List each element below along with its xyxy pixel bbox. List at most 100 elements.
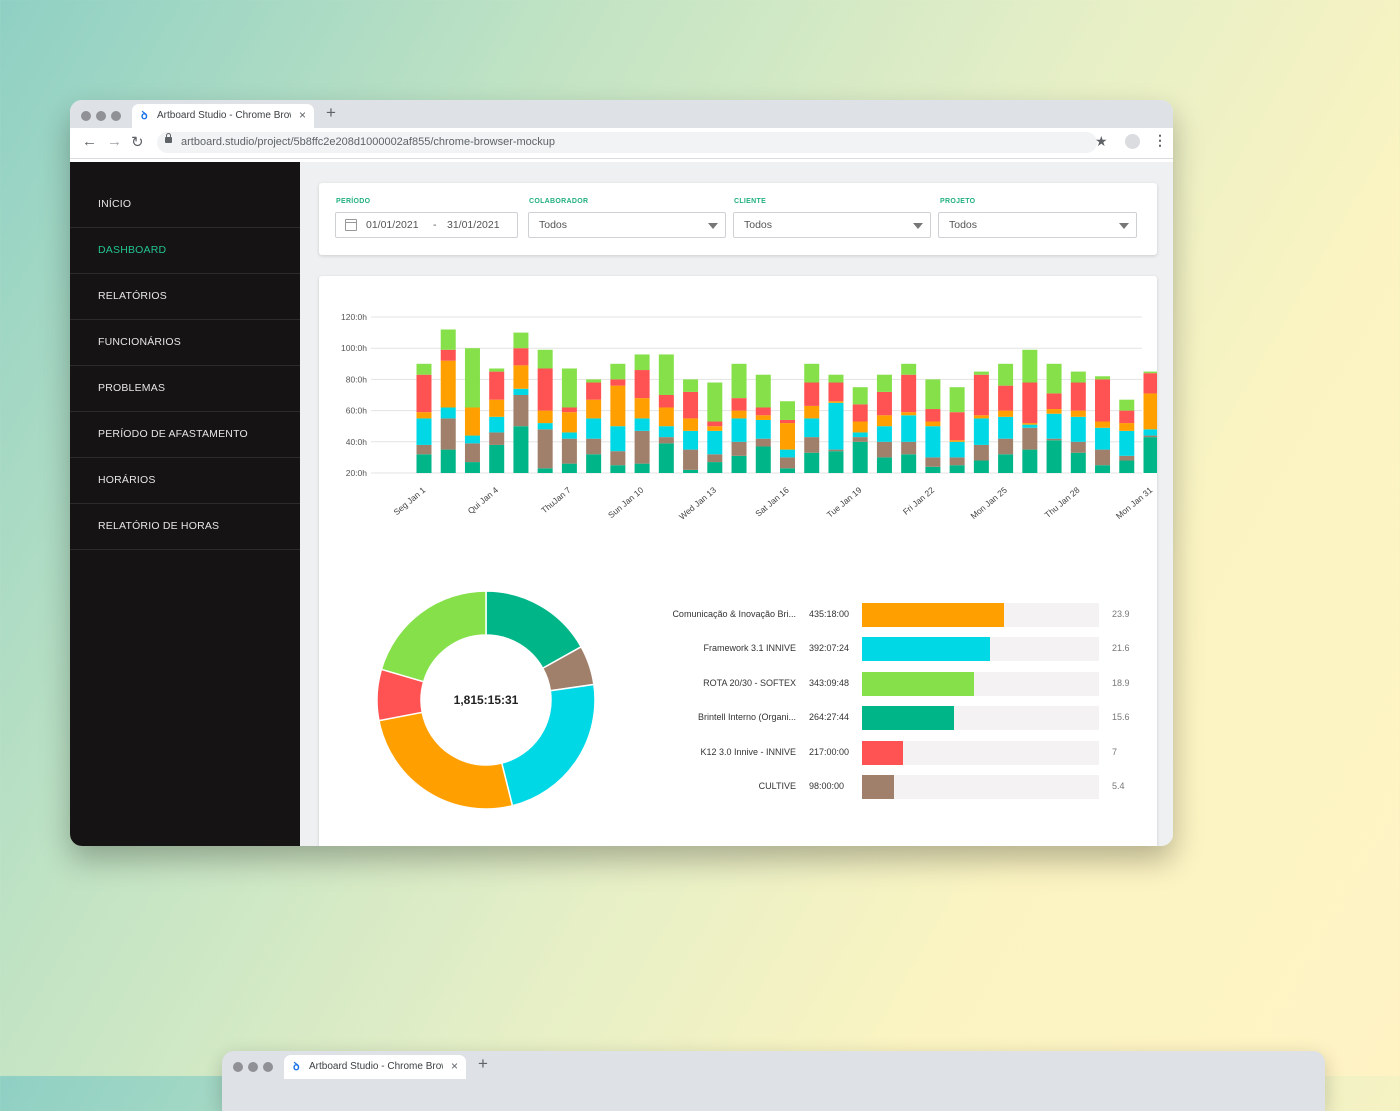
- bar-segment-green_light: [780, 401, 795, 420]
- project-bar-track: [862, 706, 1099, 731]
- bar-segment-brown: [852, 437, 868, 442]
- bar-segment-cyan: [780, 449, 795, 458]
- profile-avatar[interactable]: [1125, 134, 1140, 149]
- donut-slice-orange: [378, 711, 514, 810]
- colaborador-value: Todos: [539, 219, 568, 231]
- close-tab-icon[interactable]: ×: [298, 108, 306, 122]
- bar-segment-cyan: [416, 418, 432, 445]
- project-percent: 15.6: [1112, 712, 1130, 723]
- colaborador-label: COLABORADOR: [529, 198, 589, 205]
- bar-segment-green_light: [804, 363, 820, 383]
- project-time: 435:18:00: [809, 609, 850, 619]
- sidebar-item-relat-rios[interactable]: RELATÓRIOS: [70, 274, 300, 320]
- bar-segment-brown: [561, 438, 577, 464]
- bar-segment-cyan: [634, 418, 650, 431]
- sidebar-item-funcion-rios[interactable]: FUNCIONÁRIOS: [70, 320, 300, 366]
- omnibox[interactable]: artboard.studio/project/5b8ffc2e208d1000…: [157, 132, 1097, 153]
- bar-segment-cyan: [925, 426, 941, 458]
- bar-segment-green_dark: [489, 444, 505, 473]
- bar-segment-brown: [707, 454, 723, 463]
- bar-segment-brown: [731, 441, 747, 456]
- sidebar-item-per-odo-de-afastamento[interactable]: PERÍODO DE AFASTAMENTO: [70, 412, 300, 458]
- projeto-select[interactable]: Todos: [938, 212, 1137, 238]
- project-bar-track: [862, 637, 1099, 662]
- legend-row: ROTA 20/30 - SOFTEX 343:09:48 18.9: [319, 671, 1157, 696]
- bar-segment-red: [561, 407, 577, 413]
- bar-segment-green_light: [658, 354, 674, 395]
- browser-tab[interactable]: ꝺ Artboard Studio - Chrome Browser ×: [284, 1055, 466, 1079]
- project-percent: 5.4: [1112, 781, 1125, 791]
- bar-segment-cyan: [1119, 430, 1135, 456]
- bar-segment-cyan: [852, 432, 868, 438]
- colaborador-select[interactable]: Todos: [528, 212, 726, 238]
- sidebar-nav: INÍCIO DASHBOARD RELATÓRIOS FUNCIONÁRIOS PRO…: [70, 182, 300, 550]
- donut-slice-green_light: [380, 590, 487, 683]
- calendar-icon: [345, 219, 357, 231]
- project-bar-track: [862, 603, 1099, 627]
- bar-segment-brown: [1022, 427, 1038, 450]
- x-tick-label: Sun Jan 10: [606, 485, 646, 520]
- back-icon[interactable]: ←: [82, 133, 97, 150]
- bar-segment-brown: [1095, 449, 1111, 466]
- bar-segment-green_dark: [513, 426, 529, 473]
- bar-segment-green_light: [949, 387, 965, 413]
- sidebar-item-hor-rios[interactable]: HORÁRIOS: [70, 458, 300, 504]
- new-tab-icon[interactable]: +: [326, 103, 336, 122]
- bar-segment-green_dark: [949, 465, 965, 473]
- close-tab-icon[interactable]: ×: [450, 1059, 458, 1073]
- bar-segment-orange: [537, 410, 553, 424]
- bar-segment-red: [1119, 410, 1135, 424]
- close-window-button[interactable]: [233, 1062, 243, 1072]
- bar-segment-brown: [804, 437, 820, 453]
- bar-segment-green_dark: [901, 454, 917, 473]
- bar-segment-green_light: [973, 371, 989, 375]
- bar-segment-cyan: [755, 419, 771, 439]
- forward-icon[interactable]: →: [107, 133, 122, 150]
- y-tick-label: 80:0h: [346, 374, 368, 384]
- periodo-label: PERÍODO: [336, 198, 371, 205]
- sidebar-item-relat-rio-de-horas[interactable]: RELATÓRIO DE HORAS: [70, 504, 300, 550]
- new-tab-icon[interactable]: +: [478, 1054, 488, 1073]
- project-percent: 23.9: [1112, 609, 1130, 619]
- sidebar-item-dashboard[interactable]: DASHBOARD: [70, 228, 300, 274]
- bar-segment-brown: [828, 449, 844, 452]
- bar-segment-cyan: [489, 416, 505, 433]
- main-content: PERÍODO 01/01/2021 - 31/01/2021 COLABORA…: [300, 162, 1173, 846]
- maximize-window-button[interactable]: [111, 111, 121, 121]
- chevron-down-icon: [913, 223, 923, 229]
- browser-tab[interactable]: ꝺ Artboard Studio - Chrome Browser ×: [132, 104, 314, 128]
- bar-segment-orange: [634, 398, 650, 419]
- x-tick-label: Tue Jan 19: [825, 485, 864, 520]
- y-tick-label: 120:0h: [341, 312, 367, 322]
- bar-segment-cyan: [731, 418, 747, 442]
- bookmark-star-icon[interactable]: ★: [1095, 133, 1108, 149]
- project-percent: 18.9: [1112, 677, 1130, 688]
- bar-segment-red: [537, 368, 553, 411]
- bar-segment-brown: [1070, 441, 1086, 453]
- reload-icon[interactable]: ↻: [131, 134, 144, 151]
- bar-segment-red: [610, 379, 626, 386]
- close-window-button[interactable]: [81, 111, 91, 121]
- project-bar-fill: [862, 637, 990, 662]
- projeto-label: PROJETO: [940, 198, 976, 205]
- minimize-window-button[interactable]: [248, 1062, 258, 1072]
- bar-segment-brown: [537, 429, 553, 469]
- chevron-down-icon: [708, 223, 718, 229]
- periodo-date-range[interactable]: 01/01/2021 - 31/01/2021: [335, 212, 518, 238]
- bar-segment-brown: [440, 418, 456, 450]
- bar-segment-brown: [634, 430, 650, 464]
- menu-kebab-icon[interactable]: ⋮: [1153, 132, 1167, 148]
- bar-segment-orange: [949, 440, 965, 442]
- sidebar-item-in-cio[interactable]: INÍCIO: [70, 182, 300, 228]
- bar-segment-green_dark: [731, 455, 747, 473]
- bar-segment-green_light: [586, 379, 602, 383]
- bar-segment-brown: [925, 457, 941, 467]
- cliente-select[interactable]: Todos: [733, 212, 931, 238]
- maximize-window-button[interactable]: [263, 1062, 273, 1072]
- minimize-window-button[interactable]: [96, 111, 106, 121]
- chevron-down-icon: [1119, 223, 1129, 229]
- x-tick-label: Mon Jan 31: [1114, 485, 1155, 521]
- x-tick-label: Wed Jan 13: [677, 485, 718, 522]
- sidebar-item-problemas[interactable]: PROBLEMAS: [70, 366, 300, 412]
- bar-segment-cyan: [1143, 429, 1157, 436]
